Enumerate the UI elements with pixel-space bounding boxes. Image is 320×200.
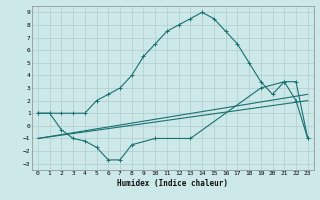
X-axis label: Humidex (Indice chaleur): Humidex (Indice chaleur) <box>117 179 228 188</box>
